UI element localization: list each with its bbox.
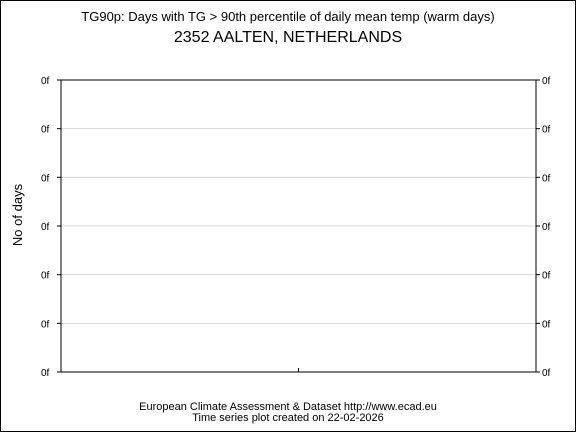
y-tick-label-left: 0f [41, 125, 50, 136]
y-tick-label-right: 0f [542, 222, 551, 233]
y-tick-label-right: 0f [542, 76, 551, 87]
y-tick-label-left: 0f [41, 222, 50, 233]
y-tick-label-right: 0f [542, 319, 551, 330]
chart-title: TG90p: Days with TG > 90th percentile of… [81, 9, 494, 24]
footer-created: Time series plot created on 22-02-2026 [192, 412, 384, 424]
y-tick-label-left: 0f [41, 319, 50, 330]
y-axis-label: No of days [10, 183, 25, 246]
y-tick-label-right: 0f [542, 368, 551, 379]
y-tick-label-left: 0f [41, 271, 50, 282]
y-tick-label-right: 0f [542, 271, 551, 282]
y-tick-label-right: 0f [542, 173, 551, 184]
y-tick-label-left: 0f [41, 76, 50, 87]
axis-ticks [57, 79, 540, 373]
chart-subtitle: 2352 AALTEN, NETHERLANDS [174, 29, 402, 46]
footer-source: European Climate Assessment & Dataset ht… [139, 401, 437, 413]
y-tick-label-left: 0f [41, 173, 50, 184]
plot-area [60, 79, 537, 373]
gridlines [61, 128, 536, 324]
y-tick-label-right: 0f [542, 125, 551, 136]
y-tick-label-left: 0f [41, 368, 50, 379]
